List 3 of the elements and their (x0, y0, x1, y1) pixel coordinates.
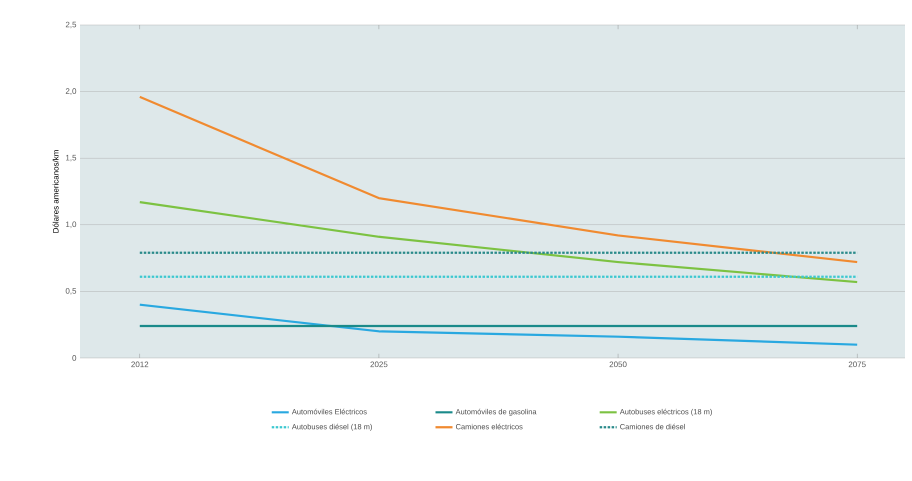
line-series (138, 201, 858, 284)
line-series (138, 304, 858, 346)
line-series (138, 96, 858, 264)
